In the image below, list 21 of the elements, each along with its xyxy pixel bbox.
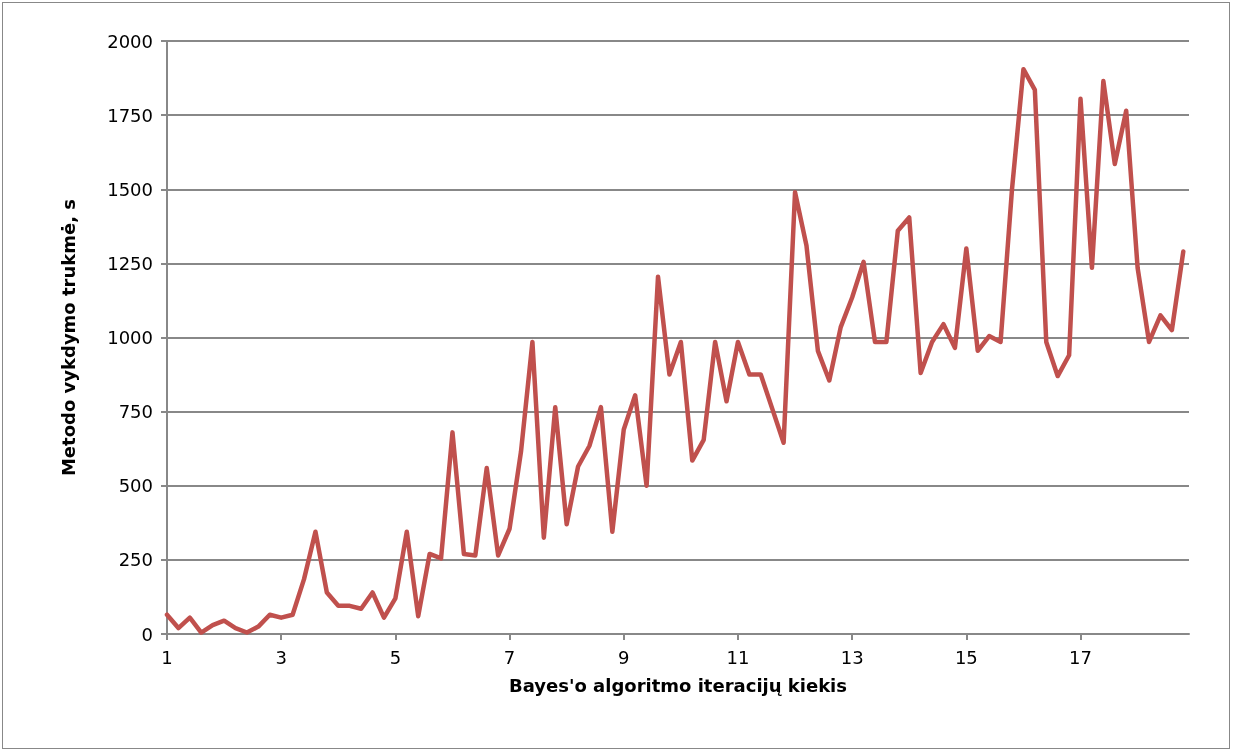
y-tick-label: 1000	[107, 327, 153, 348]
y-tick-label: 500	[118, 475, 153, 497]
x-tick-label: 7	[503, 646, 516, 668]
y-tick-label: 1500	[107, 178, 153, 200]
y-tick-label: 0	[141, 623, 153, 645]
y-axis-title: Metodo vykdymo trukmė, s	[57, 198, 79, 477]
y-tick-label: 250	[118, 549, 153, 571]
x-tick-label: 13	[840, 646, 864, 668]
x-tick-label: 3	[275, 646, 287, 668]
y-tick-label: 1750	[107, 104, 153, 126]
x-tick-label: 5	[389, 646, 402, 668]
x-tick-label: 11	[726, 646, 750, 668]
x-tick-label: 17	[1069, 646, 1092, 668]
x-tick-label: 9	[618, 646, 630, 668]
x-axis-title: Bayes'o algoritmo iteracijų kiekis	[508, 674, 848, 696]
y-tick-label: 1250	[107, 252, 153, 274]
x-tick-label: 1	[161, 646, 173, 668]
y-tick-label: 750	[118, 401, 153, 423]
x-tick-label: 15	[954, 646, 978, 668]
y-tick-label: 2000	[107, 30, 153, 52]
line-series	[164, 66, 1186, 635]
